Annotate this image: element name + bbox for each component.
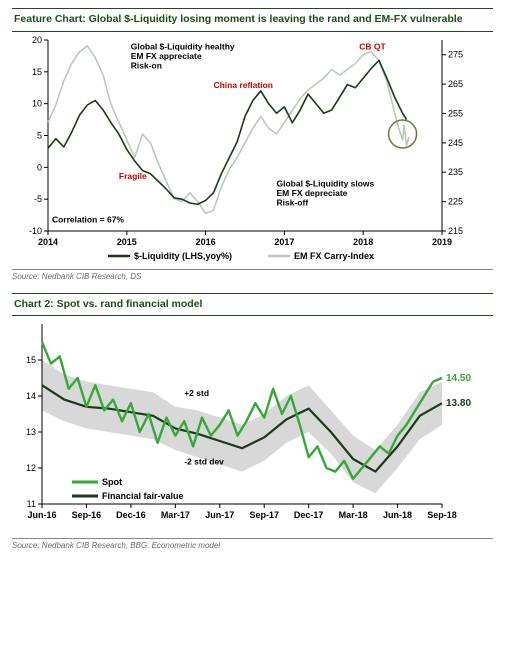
- svg-text:Jun-17: Jun-17: [205, 510, 234, 520]
- svg-text:$-Liquidity (LHS,yoy%): $-Liquidity (LHS,yoy%): [134, 251, 232, 261]
- svg-text:Dec-17: Dec-17: [294, 510, 324, 520]
- svg-text:20: 20: [32, 35, 42, 45]
- svg-text:Global $-Liquidity slows: Global $-Liquidity slows: [277, 178, 375, 188]
- svg-text:2019: 2019: [432, 237, 452, 247]
- svg-text:0: 0: [37, 162, 42, 172]
- svg-text:-10: -10: [29, 226, 42, 236]
- svg-text:255: 255: [448, 108, 463, 118]
- feature-chart-plot: -10 -5 0 5 10 15 20 215 225 235 245 255 265 275 2014 20…: [12, 32, 493, 267]
- svg-text:2016: 2016: [196, 237, 216, 247]
- chart2-title: Chart 2: Spot vs. rand financial model: [12, 293, 493, 317]
- svg-text:12: 12: [26, 463, 36, 473]
- svg-text:235: 235: [448, 167, 463, 177]
- svg-text:10: 10: [32, 98, 42, 108]
- svg-text:Spot: Spot: [102, 477, 122, 487]
- svg-text:275: 275: [448, 49, 463, 59]
- svg-text:Sep-16: Sep-16: [72, 510, 102, 520]
- svg-text:Jun-18: Jun-18: [383, 510, 412, 520]
- svg-text:15: 15: [32, 66, 42, 76]
- svg-text:13: 13: [26, 427, 36, 437]
- svg-text:15: 15: [26, 355, 36, 365]
- svg-text:Mar-18: Mar-18: [339, 510, 368, 520]
- svg-text:2017: 2017: [274, 237, 294, 247]
- svg-text:245: 245: [448, 137, 463, 147]
- svg-text:CB QT: CB QT: [359, 41, 386, 51]
- svg-text:Fragile: Fragile: [119, 170, 147, 180]
- chart2-source: Source: Nedbank CIB Research, BBG. Econo…: [12, 538, 493, 550]
- feature-chart-title: Feature Chart: Global $-Liquidity losing…: [12, 8, 493, 32]
- svg-text:225: 225: [448, 196, 463, 206]
- svg-text:265: 265: [448, 79, 463, 89]
- svg-text:14: 14: [26, 391, 36, 401]
- svg-text:Risk-on: Risk-on: [131, 60, 162, 70]
- svg-text:+2 std: +2 std: [184, 388, 209, 398]
- svg-text:5: 5: [37, 130, 42, 140]
- svg-text:Financial fair-value: Financial fair-value: [102, 491, 184, 501]
- svg-text:EM FX Carry-Index: EM FX Carry-Index: [294, 251, 374, 261]
- svg-text:-5: -5: [34, 194, 42, 204]
- svg-text:Risk-off: Risk-off: [277, 197, 309, 207]
- svg-text:2018: 2018: [353, 237, 373, 247]
- svg-text:14.50: 14.50: [446, 373, 471, 384]
- svg-text:11: 11: [27, 499, 36, 509]
- svg-text:Sep-18: Sep-18: [427, 510, 457, 520]
- svg-text:Global $-Liquidity healthy: Global $-Liquidity healthy: [131, 41, 235, 51]
- svg-text:EM FX appreciate: EM FX appreciate: [131, 51, 202, 61]
- chart2-block: Chart 2: Spot vs. rand financial model 1…: [12, 293, 493, 551]
- svg-text:Jun-16: Jun-16: [27, 510, 56, 520]
- svg-text:Sep-17: Sep-17: [249, 510, 279, 520]
- svg-text:Mar-17: Mar-17: [161, 510, 190, 520]
- svg-text:2014: 2014: [38, 237, 58, 247]
- svg-text:13.80: 13.80: [446, 398, 471, 409]
- svg-text:Dec-16: Dec-16: [116, 510, 146, 520]
- svg-text:China reflation: China reflation: [213, 79, 273, 89]
- svg-text:215: 215: [448, 226, 463, 236]
- chart2-plot: 11 12 13 14 15 Jun-16 Sep-16 Dec-16 Mar-17 Jun-17…: [12, 316, 493, 536]
- feature-chart-source: Source: Nedbank CIB Research, DS: [12, 269, 493, 281]
- svg-text:-2 std dev: -2 std dev: [184, 457, 224, 467]
- svg-text:Correlation = 67%: Correlation = 67%: [52, 214, 124, 224]
- feature-chart-block: Feature Chart: Global $-Liquidity losing…: [12, 8, 493, 281]
- svg-text:EM FX depreciate: EM FX depreciate: [277, 188, 348, 198]
- svg-text:2015: 2015: [117, 237, 137, 247]
